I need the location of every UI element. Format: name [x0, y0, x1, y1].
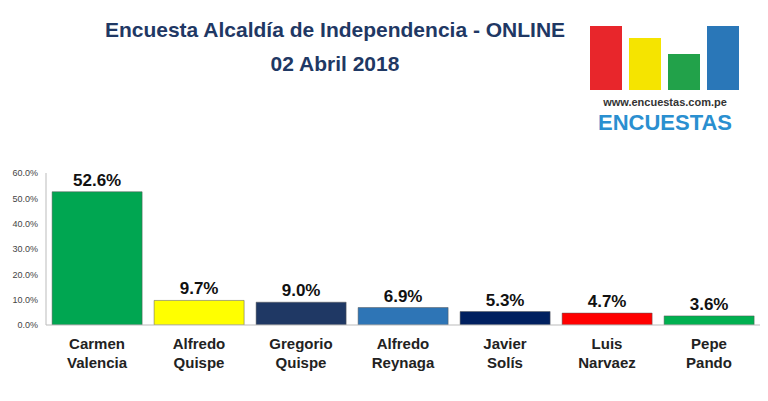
svg-text:Quispe: Quispe [276, 354, 327, 371]
svg-text:Pando: Pando [686, 354, 732, 371]
svg-text:Alfredo: Alfredo [173, 335, 226, 352]
svg-text:Carmen: Carmen [69, 335, 125, 352]
svg-text:Gregorio: Gregorio [269, 335, 332, 352]
svg-text:9.0%: 9.0% [282, 281, 321, 300]
svg-text:Narvaez: Narvaez [578, 354, 636, 371]
svg-text:50.0%: 50.0% [12, 194, 38, 204]
svg-text:Valencia: Valencia [67, 354, 128, 371]
svg-text:Reynaga: Reynaga [372, 354, 435, 371]
svg-text:52.6%: 52.6% [73, 171, 121, 190]
svg-text:40.0%: 40.0% [12, 219, 38, 229]
html-text:Encuesta Alcaldía de Independe: Encuesta Alcaldía de Independencia - ONL… [104, 18, 566, 41]
svg-text:5.3%: 5.3% [486, 291, 525, 310]
svg-text:20.0%: 20.0% [12, 270, 38, 280]
svg-text:30.0%: 30.0% [12, 244, 38, 254]
svg-text:Quispe: Quispe [174, 354, 225, 371]
svg-text:www.encuestas.com.pe: www.encuestas.com.pe [602, 96, 727, 108]
svg-text:60.0%: 60.0% [12, 168, 38, 178]
html-text:02 Abril 2018: 02 Abril 2018 [270, 52, 400, 75]
svg-text:Alfredo: Alfredo [377, 335, 430, 352]
svg-text:10.0%: 10.0% [12, 295, 38, 305]
svg-text:9.7%: 9.7% [180, 279, 219, 298]
svg-text:4.7%: 4.7% [588, 292, 627, 311]
svg-text:Solís: Solís [487, 354, 523, 371]
svg-text:Javier: Javier [483, 335, 527, 352]
svg-text:6.9%: 6.9% [384, 287, 423, 306]
svg-text:Pepe: Pepe [691, 335, 727, 352]
svg-text:ENCUESTAS: ENCUESTAS [598, 110, 732, 135]
svg-text:0.0%: 0.0% [17, 320, 38, 330]
svg-text:Luis: Luis [592, 335, 623, 352]
svg-text:3.6%: 3.6% [690, 295, 729, 314]
